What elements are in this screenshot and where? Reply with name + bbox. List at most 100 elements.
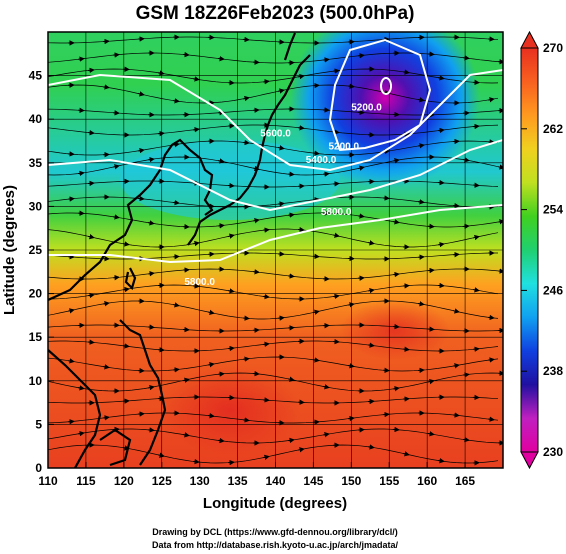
wind-arrow <box>277 201 285 207</box>
wind-arrow <box>452 363 460 369</box>
wind-arrow <box>367 342 375 348</box>
wind-arrow <box>437 75 445 81</box>
wind-arrow <box>382 411 390 418</box>
wind-arrow <box>347 302 355 308</box>
colorbar: 230 238 246 254 262 270 <box>520 30 563 470</box>
wind-arrow <box>112 164 120 170</box>
wind-arrow <box>297 73 305 80</box>
wind-arrow <box>157 130 165 137</box>
wind-arrow <box>67 418 75 425</box>
streamline <box>48 212 499 228</box>
wind-arrow <box>297 226 305 233</box>
wind-arrow <box>472 287 480 293</box>
wind-arrow <box>392 385 400 392</box>
contour-low-center <box>380 77 392 95</box>
wind-arrow <box>112 274 120 281</box>
wind-arrow <box>287 376 295 382</box>
coastline-japan <box>187 54 311 246</box>
wind-arrow <box>172 98 180 104</box>
wind-arrow <box>297 125 305 131</box>
wind-arrow <box>392 271 400 278</box>
contour-labels: 5200.0 5200.0 5400.0 5600.0 5800.0 5800.0 <box>184 102 382 287</box>
wind-arrow <box>497 164 503 170</box>
wind-arrow <box>102 84 110 90</box>
contour-label: 5800.0 <box>184 277 215 288</box>
wind-arrow <box>102 364 110 370</box>
y-tick-label: 30 <box>29 199 43 213</box>
x-axis-label: Longitude (degrees) <box>203 495 347 512</box>
streamline <box>48 428 499 444</box>
wind-arrow <box>487 97 495 103</box>
wind-arrow <box>182 51 190 58</box>
wind-arrow <box>297 447 305 453</box>
wind-arrow <box>347 415 355 422</box>
wind-arrow <box>87 130 95 136</box>
credit-drawing: Drawing by DCL (https://www.gfd-dennou.o… <box>152 527 398 537</box>
y-tick-label: 10 <box>29 374 43 388</box>
wind-arrow <box>252 269 260 275</box>
wind-arrow <box>437 241 445 248</box>
wind-arrow <box>472 123 480 130</box>
wind-arrow <box>147 156 155 163</box>
colorbar-tick-label: 230 <box>543 445 563 459</box>
colorbar-top-triangle <box>520 30 539 49</box>
wind-arrow <box>217 437 225 444</box>
wind-arrow <box>437 127 445 134</box>
wind-arrow <box>472 234 480 241</box>
wind-arrow <box>287 212 295 218</box>
wind-arrow <box>77 56 85 62</box>
streamline <box>48 180 499 188</box>
wind-arrow <box>217 158 225 164</box>
wind-arrow <box>87 234 95 240</box>
y-axis-ticks: 0 5 10 15 20 25 30 35 40 45 <box>29 69 54 475</box>
wind-arrow <box>242 139 250 146</box>
wind-arrow <box>217 55 225 62</box>
streamline <box>48 228 499 248</box>
wind-arrow <box>347 363 355 369</box>
colorbar-ticks: 230 238 246 254 262 270 <box>521 41 563 459</box>
wind-arrow <box>497 268 503 274</box>
wind-arrow <box>192 458 200 465</box>
wind-arrow <box>322 171 330 177</box>
contour-5200 <box>328 38 432 152</box>
x-tick-label: 160 <box>417 474 437 488</box>
x-tick-label: 145 <box>303 474 323 488</box>
x-tick-label: 165 <box>455 474 475 488</box>
wind-arrow <box>207 309 215 315</box>
wind-arrow <box>147 271 155 277</box>
wind-arrow <box>347 83 355 89</box>
wind-arrow <box>462 372 470 378</box>
wind-arrow <box>487 416 495 422</box>
y-tick-label: 40 <box>29 112 43 126</box>
coastline-china-korea <box>48 138 214 302</box>
coastline-philippines <box>119 319 167 466</box>
colorbar-tick-label: 254 <box>543 203 563 217</box>
wind-arrow <box>262 341 270 347</box>
wind-arrow <box>332 293 340 300</box>
wind-arrow <box>252 217 260 224</box>
contour-5800 <box>48 204 503 264</box>
wind-arrow <box>312 150 320 156</box>
wind-arrow <box>102 415 110 421</box>
wind-arrow <box>112 214 120 220</box>
wind-arrow <box>262 227 270 233</box>
wind-arrow <box>207 413 215 419</box>
wind-arrow <box>322 384 330 390</box>
wind-arrow <box>77 385 85 391</box>
wind-arrow <box>287 171 295 177</box>
wind-arrow <box>287 273 295 279</box>
wind-arrow <box>87 67 95 74</box>
y-tick-label: 20 <box>29 287 43 301</box>
wind-arrow <box>102 301 110 307</box>
x-tick-label: 150 <box>341 474 361 488</box>
wind-arrow <box>182 377 190 383</box>
y-tick-label: 25 <box>29 243 43 257</box>
wind-arrow <box>487 357 495 363</box>
y-axis-label: Latitude (degrees) <box>1 185 18 315</box>
wind-arrow <box>402 69 410 75</box>
wind-arrow <box>417 301 425 307</box>
coastline-sakhalin <box>283 32 297 61</box>
x-tick-label: 125 <box>152 474 172 488</box>
wind-arrow <box>262 79 270 85</box>
